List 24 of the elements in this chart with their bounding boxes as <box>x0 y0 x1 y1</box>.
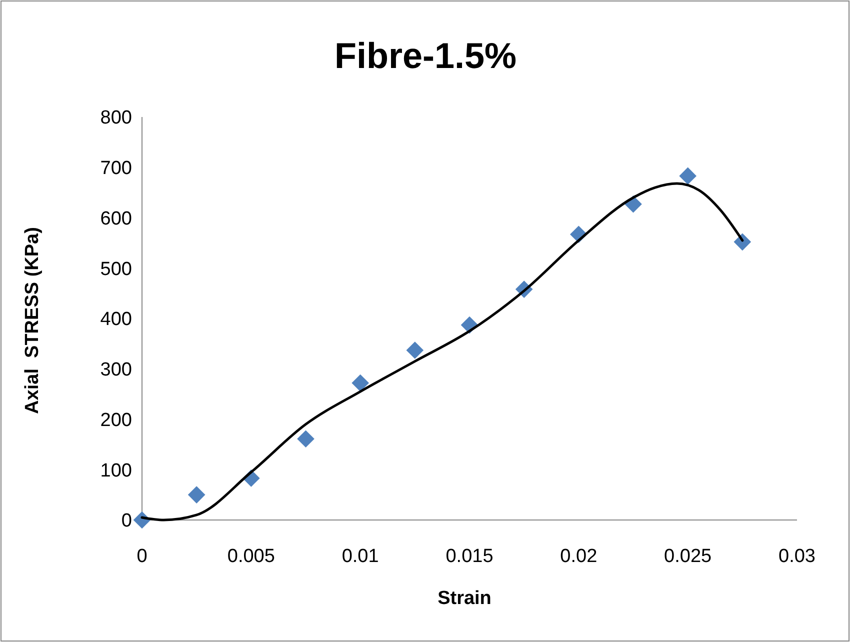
x-tick-label: 0.01 <box>342 546 379 567</box>
y-tick-label: 600 <box>100 208 132 230</box>
y-tick-label: 200 <box>100 410 132 431</box>
y-tick-label: 500 <box>100 258 132 280</box>
point <box>297 430 314 448</box>
x-tick-label: 0 <box>136 546 148 567</box>
point <box>352 374 369 392</box>
x-axis-title: Strain <box>438 588 492 609</box>
y-tick-label: 0 <box>121 510 132 532</box>
y-axis-title: Axial STRESS (KPa) <box>22 227 43 414</box>
y-tick-label: 100 <box>100 460 132 482</box>
x-tick-label: 0.02 <box>560 546 598 567</box>
x-tick-label: 0.03 <box>778 546 816 567</box>
y-tick-label: 700 <box>100 158 132 180</box>
chart-title: Fibre-1.5% <box>334 35 517 76</box>
point <box>406 342 424 359</box>
x-tick-label: 0.015 <box>446 546 494 567</box>
x-tick-label: 0.025 <box>664 546 712 567</box>
y-tick-label: 800 <box>100 108 132 129</box>
y-tick-label: 300 <box>100 360 132 381</box>
y-tick-label: 400 <box>100 309 132 330</box>
x-tick-label: 0.005 <box>227 546 275 567</box>
point <box>188 486 206 504</box>
point <box>679 167 696 185</box>
